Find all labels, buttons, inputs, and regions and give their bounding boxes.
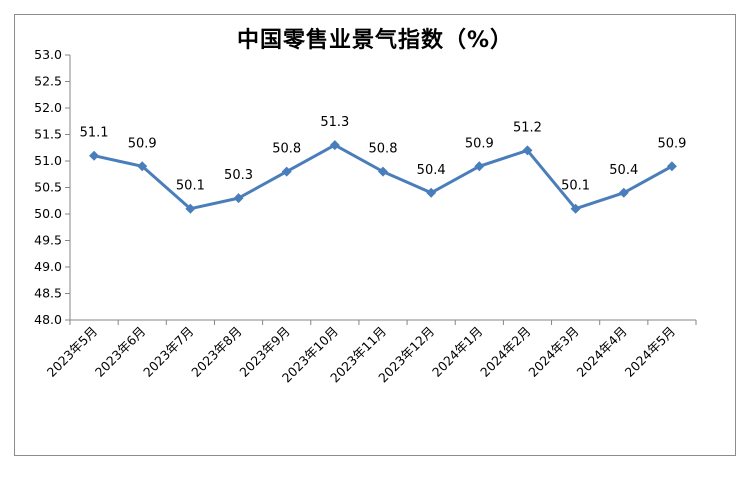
data-label: 50.9 — [128, 136, 157, 151]
x-tick-label: 2023年8月 — [188, 324, 244, 380]
y-tick-label: 52.5 — [34, 74, 62, 89]
data-point-marker — [329, 140, 340, 151]
x-tick-label: 2023年6月 — [92, 324, 148, 380]
x-tick-label: 2023年5月 — [44, 324, 100, 380]
data-label: 50.4 — [609, 163, 638, 178]
data-point-marker — [378, 166, 388, 177]
x-tick-label: 2024年4月 — [573, 324, 629, 380]
x-tick-label: 2024年2月 — [477, 324, 533, 380]
x-tick-label: 2024年3月 — [525, 324, 581, 380]
data-point-marker — [89, 150, 100, 161]
data-point-marker — [666, 161, 677, 172]
data-label: 50.8 — [272, 142, 301, 157]
data-label: 50.3 — [224, 168, 253, 183]
y-tick-label: 51.5 — [34, 127, 62, 142]
data-label: 51.3 — [320, 115, 349, 130]
y-tick-label: 53.0 — [34, 47, 62, 62]
data-point-marker — [570, 203, 581, 214]
chart-title: 中国零售业景气指数（%） — [236, 28, 514, 53]
chart-frame — [14, 14, 736, 456]
data-point-marker — [185, 203, 196, 214]
x-tick-label: 2024年5月 — [622, 324, 678, 380]
y-tick-label: 49.0 — [34, 259, 62, 274]
data-label: 50.1 — [561, 179, 590, 194]
data-point-marker — [522, 145, 533, 156]
y-tick-label: 50.5 — [34, 180, 62, 195]
y-tick-label: 50.0 — [34, 206, 62, 221]
data-point-marker — [426, 187, 437, 198]
data-point-marker — [233, 193, 244, 204]
data-label: 50.8 — [369, 142, 398, 157]
data-label: 50.9 — [657, 136, 686, 151]
data-label: 51.1 — [80, 126, 109, 141]
y-tick-label: 49.5 — [34, 233, 62, 248]
y-tick-label: 48.0 — [34, 312, 62, 327]
data-label: 50.1 — [176, 179, 205, 194]
data-label: 50.4 — [417, 163, 446, 178]
data-point-marker — [137, 161, 148, 172]
y-tick-label: 48.5 — [34, 286, 62, 301]
y-tick-label: 52.0 — [34, 100, 62, 115]
x-tick-label: 2024年1月 — [429, 324, 485, 380]
y-tick-label: 51.0 — [34, 153, 62, 168]
data-point-marker — [281, 166, 292, 177]
data-point-marker — [618, 187, 629, 198]
x-tick-label: 2023年7月 — [140, 324, 196, 380]
data-label: 50.9 — [465, 136, 494, 151]
data-point-marker — [474, 161, 485, 172]
data-label: 51.2 — [513, 120, 542, 135]
